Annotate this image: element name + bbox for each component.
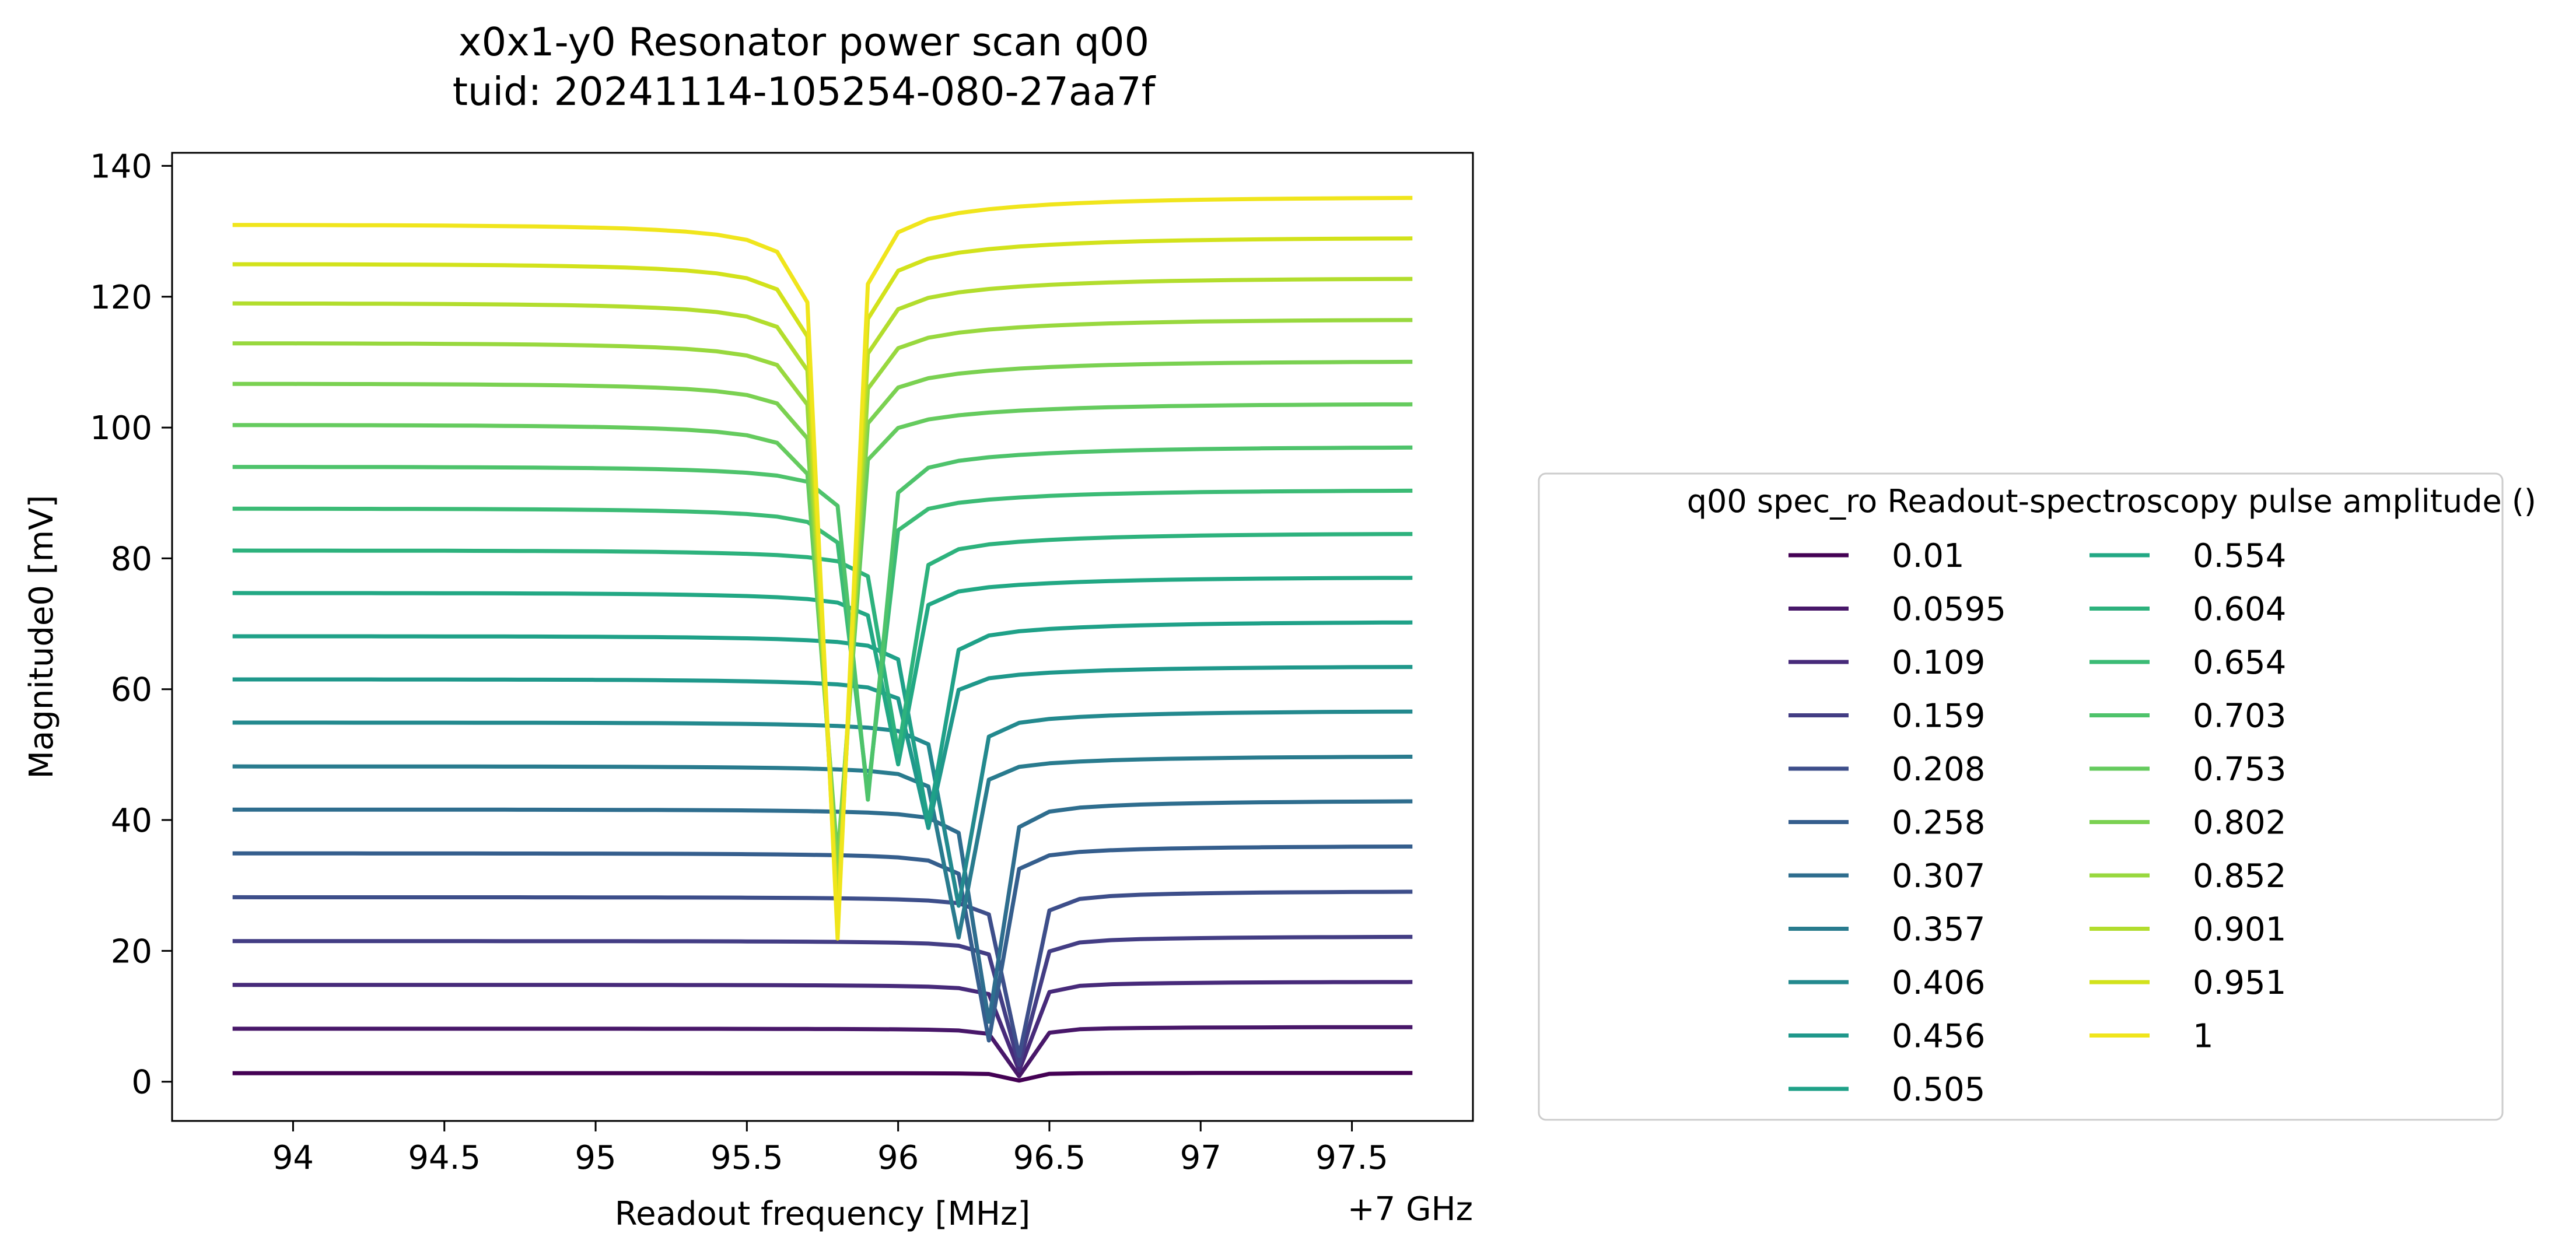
y-tick-label: 0 <box>131 1064 152 1102</box>
legend-label-15: 0.753 <box>2193 751 2286 789</box>
legend-label-19: 0.951 <box>2193 964 2286 1002</box>
y-tick-label: 60 <box>111 671 152 709</box>
legend-label-16: 0.802 <box>2193 804 2286 842</box>
legend-label-10: 0.505 <box>1892 1071 1985 1109</box>
x-tick-label: 96.5 <box>1013 1139 1086 1177</box>
series-line-7 <box>232 755 1413 940</box>
series-line-0 <box>232 1071 1413 1083</box>
series-line-4 <box>232 889 1413 1059</box>
series-line-1 <box>232 1025 1413 1078</box>
series-line-20 <box>232 195 1413 941</box>
x-tick-label: 94 <box>272 1139 314 1177</box>
y-tick-label: 100 <box>90 409 152 447</box>
series-line-6 <box>232 799 1413 1024</box>
legend-title: q00 spec_ro Readout-spectroscopy pulse a… <box>1687 483 2536 520</box>
y-tick-label: 20 <box>111 933 152 970</box>
x-tick-label: 97 <box>1180 1139 1222 1177</box>
chart-title: x0x1-y0 Resonator power scan q00 <box>459 19 1149 65</box>
legend-label-2: 0.109 <box>1892 644 1985 682</box>
legend-label-4: 0.208 <box>1892 751 1985 789</box>
x-tick-label: 95 <box>575 1139 616 1177</box>
legend-label-17: 0.852 <box>2193 857 2286 895</box>
y-axis-label: Magnitude0 [mV] <box>23 495 61 779</box>
legend-label-11: 0.554 <box>2193 537 2286 575</box>
series-line-12 <box>232 532 1413 755</box>
series-line-14 <box>232 445 1413 802</box>
x-axis-offset-label: +7 GHz <box>1348 1190 1473 1228</box>
legend-label-13: 0.654 <box>2193 644 2286 682</box>
x-axis-ticks: 94 94.5 95 95.5 96 96.5 97 97.5 <box>272 1121 1388 1177</box>
y-axis-ticks: 0 20 40 60 80 100 120 140 <box>90 148 172 1102</box>
x-tick-label: 97.5 <box>1315 1139 1388 1177</box>
series-group <box>232 195 1413 1083</box>
y-tick-label: 140 <box>90 148 152 185</box>
x-tick-label: 95.5 <box>710 1139 783 1177</box>
legend-label-0: 0.01 <box>1892 537 1965 575</box>
legend-items: 0.01 0.0595 0.109 0.159 0.208 0.258 0.307 0.357… <box>1788 537 2286 1109</box>
legend-box <box>1538 472 2504 1121</box>
legend-label-6: 0.307 <box>1892 857 1985 895</box>
legend-label-1: 0.0595 <box>1892 591 2006 629</box>
y-tick-label: 120 <box>90 279 152 317</box>
legend-label-8: 0.406 <box>1892 964 1985 1002</box>
x-tick-label: 96 <box>877 1139 919 1177</box>
legend-label-3: 0.159 <box>1892 698 1985 735</box>
series-line-5 <box>232 844 1413 1043</box>
y-tick-label: 40 <box>111 802 152 840</box>
legend-label-18: 0.901 <box>2193 911 2286 949</box>
chart-subtitle: tuid: 20241114-105254-080-27aa7f <box>453 69 1156 114</box>
plot-frame <box>171 152 1474 1122</box>
series-line-2 <box>232 980 1413 1073</box>
series-line-8 <box>232 709 1413 908</box>
legend-label-20: 1 <box>2193 1018 2214 1056</box>
legend-label-12: 0.604 <box>2193 591 2286 629</box>
x-tick-label: 94.5 <box>408 1139 481 1177</box>
x-axis-label: Readout frequency [MHz] <box>615 1195 1030 1233</box>
y-tick-label: 80 <box>111 540 152 578</box>
legend-label-14: 0.703 <box>2193 698 2286 735</box>
legend-label-7: 0.357 <box>1892 911 1985 949</box>
legend-label-5: 0.258 <box>1892 804 1985 842</box>
series-line-13 <box>232 488 1413 794</box>
legend-label-9: 0.456 <box>1892 1018 1985 1056</box>
series-line-3 <box>232 934 1413 1067</box>
legend: q00 spec_ro Readout-spectroscopy pulse a… <box>1538 472 2536 1121</box>
